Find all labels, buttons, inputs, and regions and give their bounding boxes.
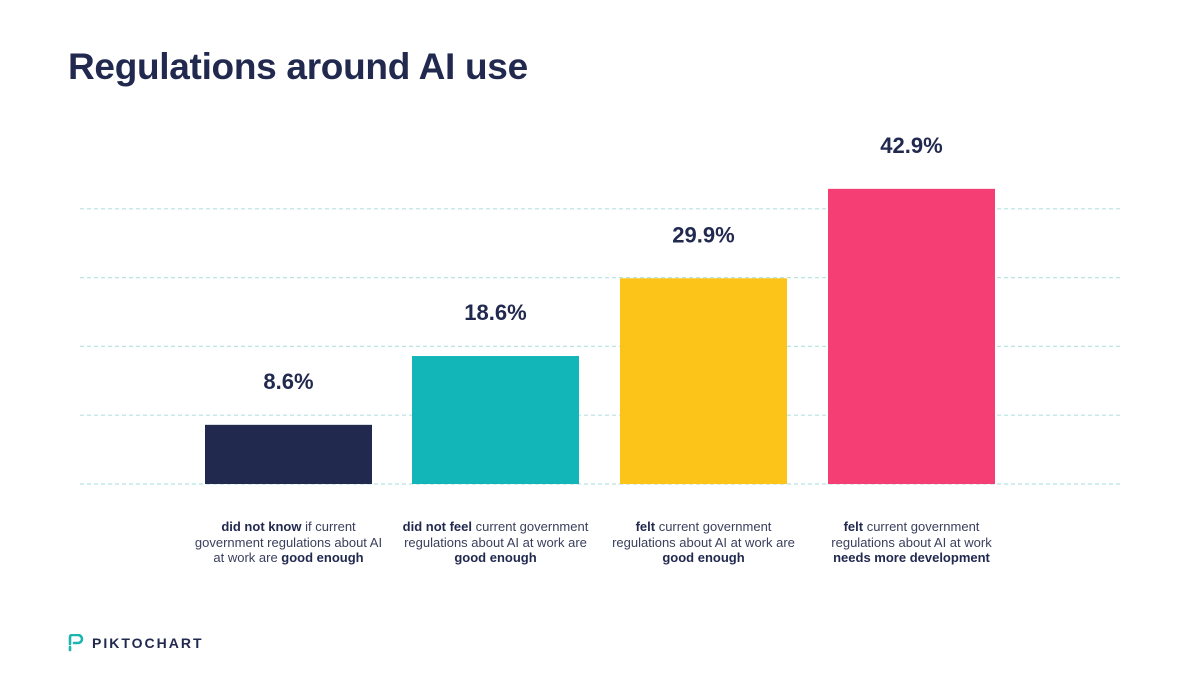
category-label-part: did not know (221, 519, 302, 534)
piktochart-logo-icon (68, 634, 84, 652)
value-label: 18.6% (464, 300, 526, 325)
chart-title: Regulations around AI use (68, 46, 528, 87)
bar (412, 356, 579, 484)
category-label: felt current government regulations abou… (817, 519, 1007, 566)
bar (828, 188, 995, 484)
category-label-part: current government regulations about AI … (831, 519, 992, 550)
piktochart-logo: PIKTOCHART (68, 634, 204, 652)
value-label: 29.9% (672, 222, 734, 247)
bar (205, 424, 372, 484)
category-label-part: good enough (454, 550, 537, 565)
brand-name: PIKTOCHART (92, 635, 204, 651)
category-label-part: current government regulations about AI … (612, 519, 795, 550)
category-label-part: if current government regulations about … (194, 519, 383, 565)
category-label-part: good enough (281, 550, 364, 565)
category-label: did not know if current government regul… (194, 519, 384, 566)
category-label: did not feel current government regulati… (401, 519, 591, 566)
category-label-part: current government regulations about AI … (404, 519, 589, 550)
category-label: felt current government regulations abou… (609, 519, 799, 566)
value-label: 42.9% (880, 133, 942, 158)
bar (620, 278, 787, 484)
category-label-part: felt (635, 519, 656, 534)
category-label-part: felt (843, 519, 864, 534)
category-label-part: good enough (662, 550, 745, 565)
value-label: 8.6% (263, 369, 313, 394)
category-label-part: did not feel (402, 519, 472, 534)
category-label-part: needs more development (833, 550, 990, 565)
